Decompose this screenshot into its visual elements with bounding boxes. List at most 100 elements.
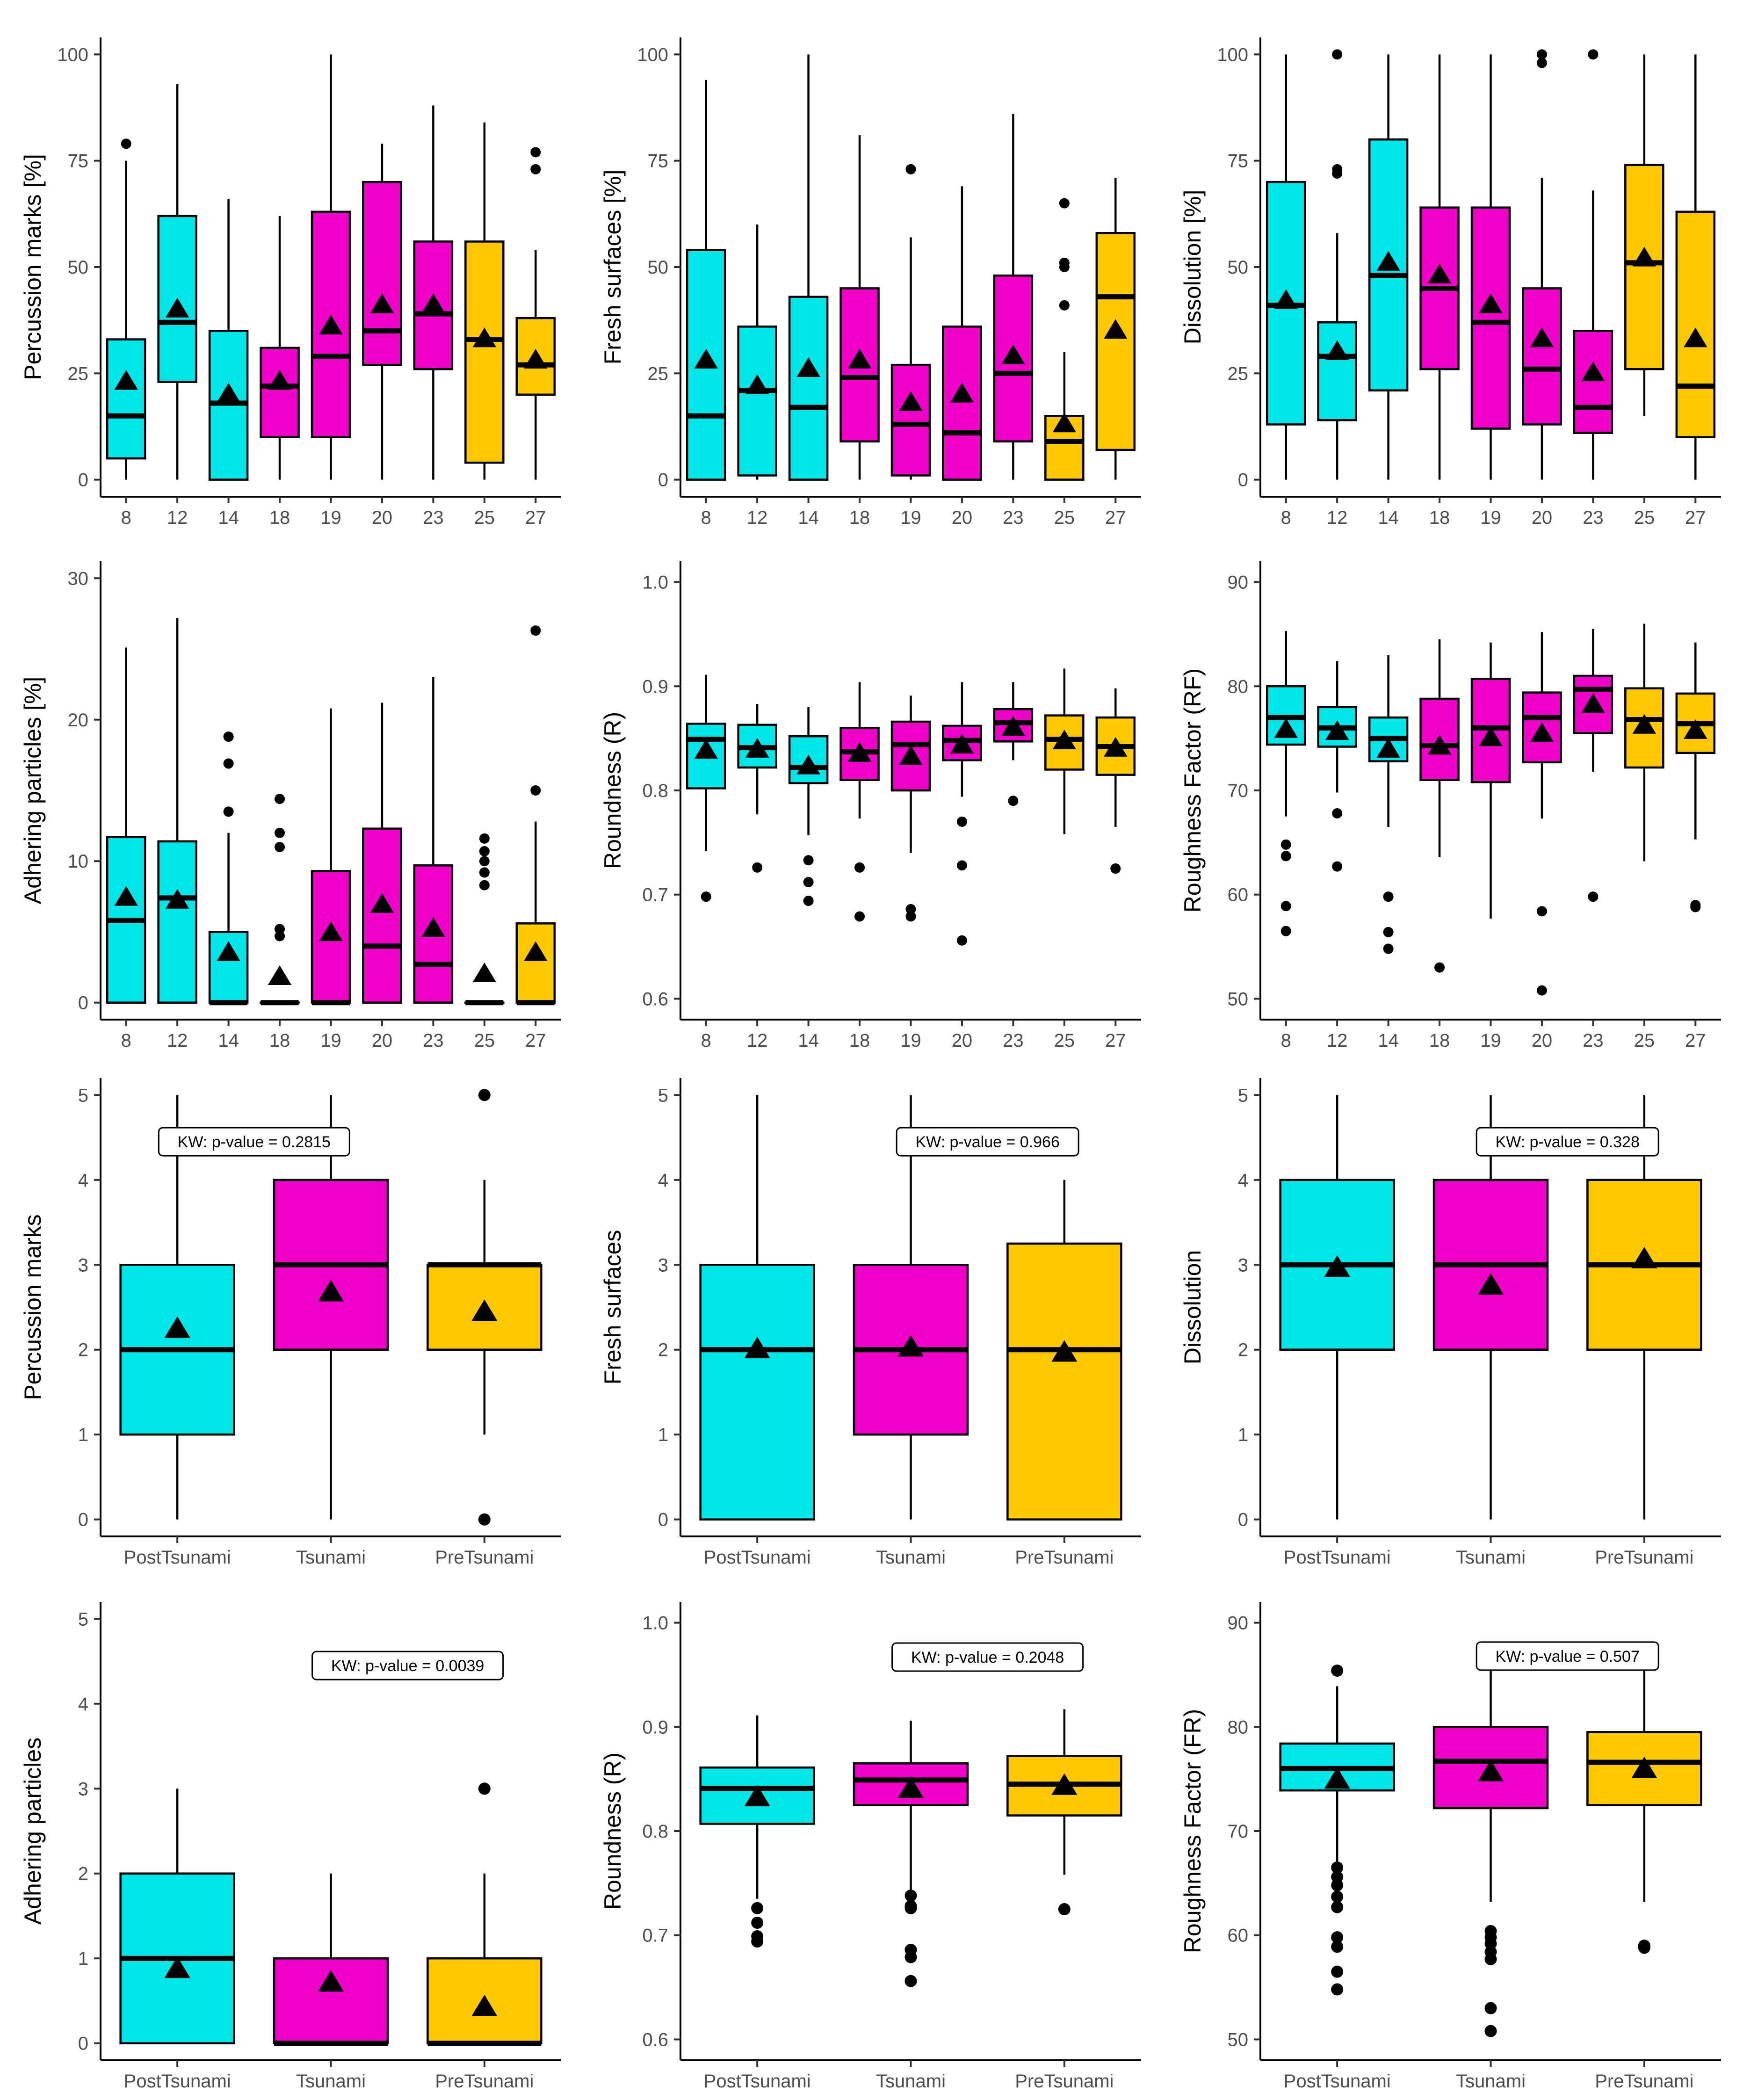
y-tick-label: 1.0 [642, 572, 668, 593]
box-8 [1266, 54, 1306, 480]
kw-label: KW: p-value = 0.328 [1476, 1127, 1659, 1157]
outlier-point [1638, 1940, 1650, 1952]
y-tick-label: 50 [648, 257, 669, 278]
outlier-point [904, 1900, 917, 1912]
x-tick-label: PostTsunami [1284, 1547, 1391, 1568]
kw-label-box [891, 1642, 1084, 1672]
x-tick-label: 19 [1480, 507, 1501, 528]
box-Tsunami [853, 1720, 969, 1987]
y-tick-label: 60 [1228, 885, 1249, 905]
kw-label: KW: p-value = 0.2048 [891, 1642, 1084, 1672]
y-axis-title: Roundness (R) [600, 1752, 626, 1910]
box-8 [106, 647, 146, 1004]
box-14 [788, 707, 829, 906]
outlier-point [905, 164, 916, 174]
outlier-point [1331, 1879, 1344, 1891]
mean-marker [897, 1776, 924, 1798]
outlier-point [530, 785, 541, 796]
panel-roundness-by-site: 0.6 0.7 0.8 0.9 1.0 8 12 14 18 19 20 23 25 27 Roundnes… [600, 561, 1141, 1051]
mean-marker [1684, 719, 1707, 739]
mean-marker [796, 357, 820, 377]
x-tick-label: 25 [474, 507, 495, 528]
box-8 [686, 80, 726, 481]
x-tick-label: 8 [121, 507, 131, 528]
outlier-point [1331, 1941, 1344, 1953]
box-14 [1368, 54, 1409, 480]
x-tick-label: 12 [1327, 1030, 1348, 1051]
y-tick-label: 0 [658, 470, 668, 491]
box-27 [1675, 54, 1716, 480]
mean-marker [1427, 735, 1452, 755]
box-18 [839, 682, 880, 922]
x-tick-label: 27 [525, 1030, 546, 1051]
y-tick-label: 0.7 [642, 1926, 668, 1946]
outlier-point [1331, 1965, 1344, 1978]
outlier-point [530, 164, 541, 174]
mean-marker [471, 1299, 498, 1321]
outlier-point [701, 891, 711, 902]
outlier-point [1588, 891, 1599, 902]
x-tick-label: 25 [474, 1030, 495, 1051]
box-body [1675, 210, 1716, 438]
x-tick-label: PostTsunami [124, 2071, 231, 2092]
y-tick-label: 5 [658, 1085, 668, 1106]
kw-label: KW: p-value = 0.2815 [158, 1127, 350, 1157]
x-tick-label: 12 [747, 1030, 768, 1051]
y-tick-label: 0 [78, 1510, 88, 1530]
mean-marker [1632, 246, 1657, 267]
mean-marker [694, 348, 718, 369]
outlier-point [904, 1890, 917, 1902]
box-PostTsunami [699, 1095, 815, 1521]
mean-marker [847, 742, 872, 762]
mean-marker [1479, 293, 1503, 313]
mean-marker [899, 745, 923, 765]
y-tick-label: 80 [1228, 676, 1249, 697]
box-25 [1044, 198, 1085, 481]
mean-marker [1376, 251, 1400, 271]
y-tick-label: 75 [68, 151, 89, 172]
mean-marker [318, 1280, 344, 1302]
x-tick-label: 14 [1378, 507, 1399, 528]
y-tick-label: 3 [78, 1255, 88, 1275]
x-tick-label: 23 [1003, 507, 1024, 528]
y-tick-label: 1 [658, 1425, 668, 1445]
outlier-point [1484, 2025, 1497, 2037]
x-tick-label: 14 [218, 507, 239, 528]
x-tick-label: 14 [798, 1030, 819, 1051]
x-tick-label: 18 [269, 1030, 290, 1051]
mean-marker [1325, 340, 1349, 360]
x-tick-label: 8 [1281, 507, 1291, 528]
y-tick-label: 3 [1238, 1255, 1248, 1275]
box-12 [737, 224, 777, 480]
mean-marker [1052, 413, 1077, 433]
mean-marker [370, 293, 394, 313]
outlier-point [1536, 58, 1547, 68]
outlier-point [904, 1975, 917, 1987]
x-tick-label: 20 [952, 507, 973, 528]
kw-label: KW: p-value = 0.507 [1476, 1641, 1659, 1671]
mean-marker [217, 941, 240, 961]
x-tick-label: PostTsunami [124, 1547, 231, 1568]
mean-marker [1274, 718, 1298, 738]
box-body [1522, 287, 1562, 426]
outlier-point [1059, 257, 1070, 268]
x-tick-label: 18 [1429, 1030, 1450, 1051]
y-tick-label: 50 [1228, 257, 1249, 278]
outlier-point [1059, 300, 1070, 311]
outlier-point [1281, 839, 1291, 850]
y-axis-title: Roughness Factor (FR) [1179, 1709, 1206, 1953]
y-tick-label: 2 [1238, 1340, 1248, 1361]
x-tick-label: 20 [372, 1030, 393, 1051]
y-tick-label: 25 [68, 363, 89, 384]
x-tick-label: Tsunami [1456, 1547, 1526, 1568]
mean-marker [1479, 726, 1503, 746]
outlier-point [956, 860, 967, 871]
panel-adhering-by-site: 0 10 20 30 8 12 14 18 19 20 23 25 27 Adhering particl… [20, 561, 561, 1051]
outlier-point [1281, 851, 1291, 862]
panel-fresh-by-site: 0 25 50 75 100 8 12 14 18 19 20 23 25 27 Fresh surface… [600, 37, 1141, 528]
box-20 [1522, 632, 1562, 996]
mean-marker [899, 391, 923, 411]
outlier-point [1008, 796, 1019, 806]
outlier-point [1331, 1890, 1344, 1903]
y-tick-label: 0 [658, 1510, 668, 1530]
